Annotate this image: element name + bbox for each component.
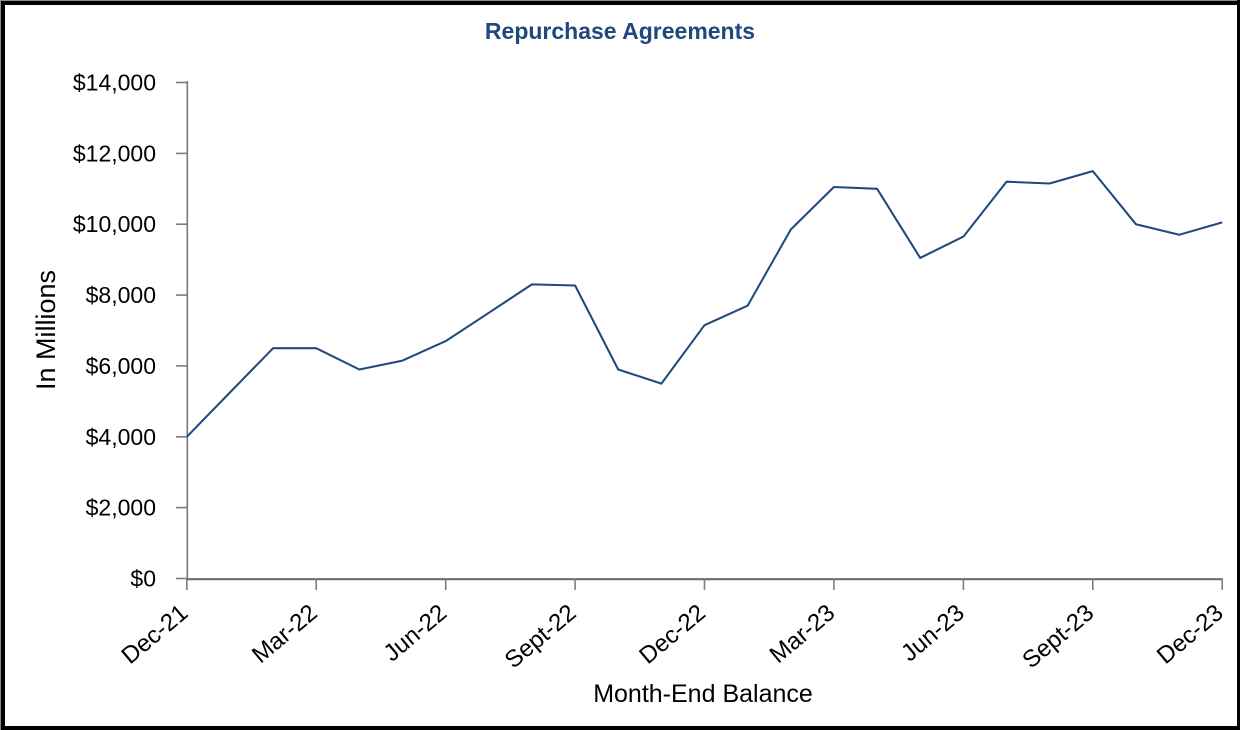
svg-text:Dec-23: Dec-23 (1152, 599, 1229, 669)
svg-text:Dec-22: Dec-22 (634, 599, 711, 669)
svg-text:Sept-22: Sept-22 (500, 599, 582, 674)
svg-text:$4,000: $4,000 (86, 424, 156, 450)
svg-text:Dec-21: Dec-21 (117, 599, 194, 669)
svg-text:$6,000: $6,000 (86, 353, 156, 379)
svg-text:In Millions: In Millions (31, 270, 61, 390)
svg-text:Repurchase Agreements: Repurchase Agreements (485, 18, 755, 44)
svg-text:Sept-23: Sept-23 (1017, 599, 1099, 674)
svg-text:$0: $0 (130, 566, 156, 592)
svg-text:Month-End Balance: Month-End Balance (593, 680, 813, 708)
svg-text:$12,000: $12,000 (73, 140, 156, 166)
svg-text:$14,000: $14,000 (73, 70, 156, 96)
svg-text:$2,000: $2,000 (86, 495, 156, 521)
svg-text:Mar-22: Mar-22 (247, 599, 323, 669)
svg-text:Jun-23: Jun-23 (896, 599, 970, 667)
svg-text:$10,000: $10,000 (73, 211, 156, 237)
svg-text:Mar-23: Mar-23 (765, 599, 841, 669)
svg-text:$8,000: $8,000 (86, 282, 156, 308)
svg-text:Jun-22: Jun-22 (378, 599, 452, 667)
